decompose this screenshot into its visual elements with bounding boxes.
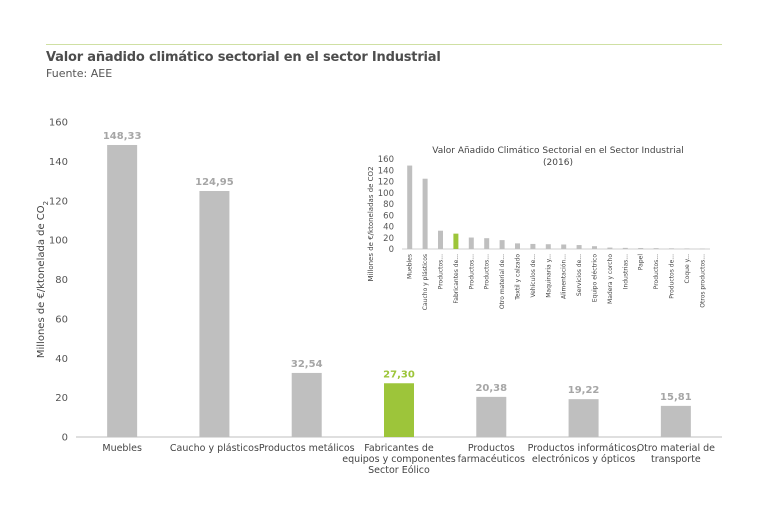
source-text: Fuente: AEE	[46, 67, 113, 80]
bar	[568, 399, 599, 437]
inset-x-tick-label: Otros productos...	[699, 254, 706, 308]
inset-y-tick-label: 100	[378, 189, 394, 199]
inset-y-tick-label: 40	[383, 223, 394, 233]
data-label: 27,30	[383, 369, 415, 380]
inset-bar	[407, 165, 413, 249]
y-tick-label: 20	[55, 393, 68, 404]
data-label: 15,81	[660, 392, 692, 403]
inset-x-tick-label: Productos...	[484, 254, 491, 289]
inset-x-tick-label: Servicios de...	[576, 254, 583, 296]
y-tick-label: 140	[49, 157, 68, 168]
inset-x-tick-label: Productos...	[438, 254, 445, 289]
bar	[107, 144, 138, 437]
inset-bar	[515, 243, 520, 249]
inset-bar	[638, 247, 644, 249]
inset-x-tick-label: Productos de...	[669, 254, 676, 299]
x-tick-label: Productos	[468, 443, 515, 454]
x-tick-label: Productos metálicos	[259, 443, 355, 454]
inset-bar	[484, 238, 490, 249]
inset-bar	[669, 248, 674, 249]
x-tick-label: Sector Eólico	[368, 465, 430, 476]
x-tick-label: transporte	[651, 454, 701, 465]
bar	[476, 396, 507, 437]
inset-bar	[576, 245, 582, 249]
y-tick-label: 100	[49, 236, 68, 247]
x-tick-label: Fabricantes de	[364, 443, 434, 454]
inset-bar	[592, 246, 597, 249]
x-tick-label: Muebles	[102, 443, 142, 454]
inset-y-tick-label: 0	[389, 245, 394, 255]
y-tick-label: 40	[55, 354, 68, 365]
inset-x-tick-label: Productos...	[468, 254, 475, 289]
inset-title: Valor Añadido Climático Sectorial en el …	[432, 146, 683, 156]
inset-x-tick-label: Papel	[638, 254, 645, 271]
inset-y-tick-label: 120	[378, 178, 394, 188]
x-tick-label: equipos y componentes	[342, 454, 456, 465]
inset-x-tick-label: Vehículos de...	[530, 254, 537, 298]
inset-x-tick-label: Muebles	[407, 254, 414, 279]
data-label: 19,22	[568, 385, 600, 396]
x-tick-label: Productos informáticos,	[528, 443, 640, 454]
bar	[660, 405, 691, 437]
inset-bar	[453, 233, 459, 249]
inset-x-tick-label: Textil y calzado	[515, 254, 522, 301]
inset-y-tick-label: 20	[383, 234, 394, 244]
inset-bar	[422, 178, 428, 249]
inset-bar	[530, 243, 536, 249]
bar	[291, 372, 322, 437]
data-label: 124,95	[195, 177, 234, 188]
inset-bar	[499, 240, 505, 249]
bar	[199, 191, 230, 437]
inset-bar	[622, 247, 628, 249]
inset-title: (2016)	[543, 158, 573, 168]
x-tick-label: electrónicos y ópticos	[532, 454, 635, 465]
bar	[384, 383, 414, 437]
inset-x-tick-label: Alimentación...	[561, 254, 568, 299]
inset-x-tick-label: Otro material de...	[499, 254, 506, 309]
y-axis-label: Millones de €/ktonelada de CO2	[36, 201, 50, 358]
data-label: 32,54	[291, 359, 323, 370]
y-tick-label: 60	[55, 314, 68, 325]
page-title: Valor añadido climático sectorial en el …	[46, 50, 441, 65]
x-tick-label: Otro material de	[637, 443, 715, 454]
data-label: 148,33	[103, 131, 142, 142]
inset-x-tick-label: Productos...	[653, 254, 660, 289]
inset-x-tick-label: Caucho y plásticos	[422, 254, 429, 310]
inset-bar	[561, 244, 567, 249]
inset-x-tick-label: Industrias...	[622, 254, 629, 289]
inset-bar	[699, 248, 705, 250]
inset-x-tick-label: Coque y...	[684, 254, 691, 284]
inset-y-tick-label: 80	[383, 200, 394, 210]
inset-y-tick-label: 140	[378, 166, 394, 176]
inset-x-tick-label: Fabricantes de...	[453, 254, 460, 304]
y-tick-label: 120	[49, 196, 68, 207]
inset-x-tick-label: Equipo eléctrico	[592, 254, 599, 303]
inset-x-tick-label: Maquinaria y...	[545, 254, 552, 298]
inset-y-axis-label: Millones de €/ktoneladas de CO2	[367, 166, 375, 281]
x-tick-label: Caucho y plásticos	[170, 443, 259, 454]
inset-y-tick-label: 160	[378, 155, 394, 165]
inset-y-tick-label: 60	[383, 211, 394, 221]
inset-bar	[684, 248, 690, 250]
inset-x-tick-label: Madera y corcho	[607, 254, 614, 304]
data-label: 20,38	[475, 383, 507, 394]
x-tick-label: farmacéuticos	[458, 454, 525, 465]
top-rule	[46, 44, 722, 45]
inset-bar	[545, 244, 551, 249]
inset-bar	[653, 248, 659, 249]
inset-bar	[468, 237, 474, 249]
inset-bar	[607, 247, 613, 249]
y-tick-label: 80	[55, 275, 68, 286]
inset-bar	[438, 230, 443, 249]
y-tick-label: 0	[62, 433, 68, 444]
y-tick-label: 160	[49, 118, 68, 129]
